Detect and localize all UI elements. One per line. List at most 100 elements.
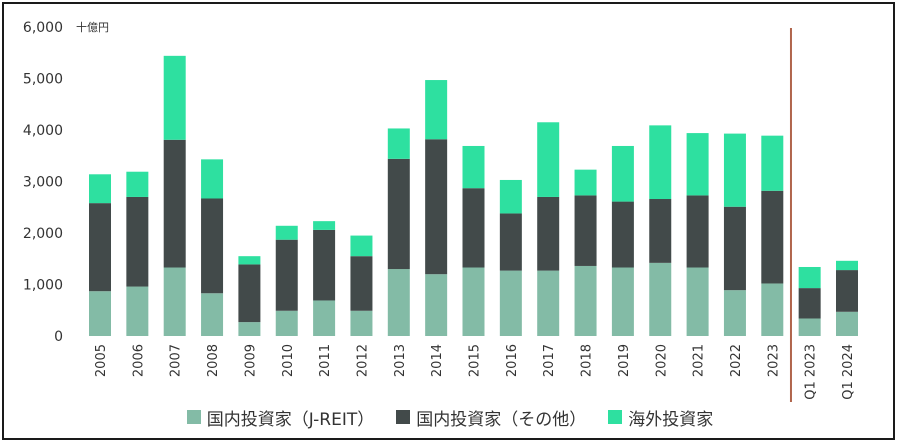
bar-segment-2-2014 — [425, 139, 448, 275]
bar-segment-1-Q1-2023 — [798, 318, 821, 336]
bar-segment-1-2011 — [313, 300, 336, 336]
bar-segment-3-2016 — [499, 179, 522, 214]
bar-segment-2-2017 — [537, 196, 560, 271]
y-tick-label: 1,000 — [23, 278, 63, 294]
bar-segment-3-2019 — [611, 145, 634, 202]
y-tick-label: 5,000 — [23, 72, 63, 88]
bar-segment-2-2005 — [89, 203, 111, 292]
bar-segment-2-Q1-2023 — [798, 288, 821, 319]
bar-segment-2-2010 — [275, 239, 298, 311]
x-tick-label: 2018 — [580, 344, 595, 377]
x-tick-label: 2021 — [692, 344, 707, 377]
bar-segment-1-2013 — [387, 269, 410, 336]
bar-segment-2-2007 — [163, 139, 186, 268]
bar-segment-2-2009 — [238, 264, 261, 323]
x-tick-label: Q1 2024 — [841, 344, 856, 400]
bar-segment-3-Q1-2023 — [798, 266, 821, 289]
x-tick-label: 2014 — [430, 344, 445, 377]
x-tick-label: 2013 — [393, 344, 408, 377]
bar-segment-3-2013 — [387, 128, 410, 159]
y-tick-label: 6,000 — [23, 20, 63, 36]
bar-segment-1-2023 — [761, 283, 784, 336]
bar-segment-1-2007 — [163, 267, 186, 336]
bar-segment-3-2005 — [89, 174, 111, 204]
bar-segment-1-2010 — [275, 310, 298, 336]
bar-segment-2-2021 — [686, 195, 709, 268]
bar-segment-3-2022 — [723, 133, 746, 207]
x-tick-label: 2020 — [654, 344, 669, 377]
x-tick-label: 2009 — [243, 344, 258, 377]
bar-segment-1-2005 — [89, 291, 111, 336]
legend-label: 国内投資家（その他） — [416, 409, 587, 430]
bar-segment-3-2023 — [761, 135, 784, 191]
legend: 国内投資家（J-REIT） 国内投資家（その他） 海外投資家 — [0, 404, 900, 430]
legend-label: 国内投資家（J-REIT） — [206, 409, 375, 430]
bar-segment-2-2013 — [387, 158, 410, 270]
bar-segment-1-2022 — [723, 290, 746, 336]
bar-segment-2-Q1-2024 — [836, 270, 858, 312]
bar-segment-1-2006 — [126, 286, 149, 336]
bar-segment-1-2008 — [201, 293, 224, 336]
bar-segment-3-2010 — [275, 225, 298, 240]
y-axis-unit-label: 十億円 — [76, 20, 109, 34]
bar-segment-3-2018 — [574, 169, 597, 196]
chart-frame — [2, 2, 895, 440]
x-tick-label: 2011 — [318, 344, 333, 377]
bar-segment-1-2018 — [574, 265, 597, 336]
bar-segment-1-2009 — [238, 322, 261, 336]
bar-segment-3-2011 — [313, 221, 336, 230]
bar-segment-2-2016 — [499, 213, 522, 271]
x-tick-label: 2006 — [131, 344, 146, 377]
bar-segment-1-2012 — [350, 310, 373, 336]
y-tick-label: 3,000 — [23, 175, 63, 191]
bar-segment-2-2018 — [574, 195, 597, 266]
legend-item-2: 国内投資家（その他） — [396, 405, 586, 430]
bar-segment-2-2023 — [761, 190, 784, 284]
bar-segment-3-2012 — [350, 235, 373, 257]
bar-segment-2-2020 — [649, 199, 672, 263]
bar-segment-2-2008 — [201, 198, 224, 294]
bar-segment-2-2015 — [462, 188, 485, 268]
x-tick-label: 2010 — [281, 344, 296, 377]
bar-segment-1-2019 — [611, 267, 634, 336]
bar-segment-1-2020 — [649, 262, 672, 336]
x-tick-label: 2012 — [355, 344, 370, 377]
bar-segment-1-2015 — [462, 267, 485, 336]
bar-segment-3-2020 — [649, 125, 672, 200]
legend-swatch — [396, 410, 411, 424]
x-tick-label: Q1 2023 — [804, 344, 819, 400]
y-tick-label: 2,000 — [23, 226, 63, 242]
legend-swatch — [608, 410, 623, 424]
bar-segment-1-2014 — [425, 274, 448, 336]
x-tick-label: 2019 — [617, 344, 632, 377]
bar-segment-3-2015 — [462, 145, 485, 189]
bar-segment-3-2006 — [126, 171, 149, 197]
bar-segment-2-2011 — [313, 229, 336, 301]
bar-segment-1-2017 — [537, 270, 560, 336]
x-tick-label: 2023 — [766, 344, 781, 377]
x-tick-label: 2016 — [505, 344, 520, 377]
legend-item-3: 海外投資家 — [608, 405, 713, 430]
bar-segment-3-2017 — [537, 122, 560, 197]
bar-segment-3-2007 — [163, 55, 186, 140]
x-tick-label: 2008 — [206, 344, 221, 377]
legend-item-1: 国内投資家（J-REIT） — [186, 405, 375, 430]
bar-segment-3-Q1-2024 — [836, 260, 858, 271]
x-tick-label: 2005 — [94, 344, 109, 377]
bar-segment-2-2012 — [350, 256, 373, 311]
bar-segment-3-2014 — [425, 80, 448, 140]
x-tick-label: 2007 — [169, 344, 184, 377]
x-tick-label: 2015 — [468, 344, 483, 377]
bar-segment-1-2016 — [499, 270, 522, 336]
y-tick-label: 4,000 — [23, 123, 63, 139]
bar-segment-3-2021 — [686, 133, 709, 196]
bar-segment-3-2008 — [201, 159, 224, 199]
bar-segment-1-2021 — [686, 267, 709, 336]
legend-swatch — [186, 410, 201, 424]
bar-segment-2-2019 — [611, 201, 634, 268]
legend-label: 海外投資家 — [628, 409, 714, 430]
x-tick-label: 2017 — [542, 344, 557, 377]
bar-segment-2-2006 — [126, 196, 149, 287]
x-tick-label: 2022 — [729, 344, 744, 377]
